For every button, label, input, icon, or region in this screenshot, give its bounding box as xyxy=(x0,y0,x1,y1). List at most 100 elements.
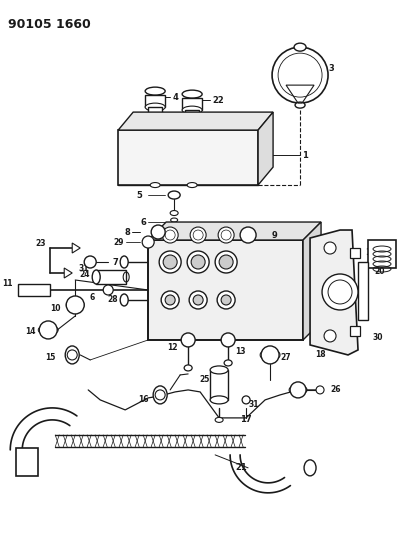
Text: 10: 10 xyxy=(50,304,60,313)
Bar xyxy=(96,270,126,284)
Bar xyxy=(358,262,368,320)
Ellipse shape xyxy=(182,90,202,98)
Circle shape xyxy=(290,382,306,398)
Ellipse shape xyxy=(170,211,178,215)
Text: 1: 1 xyxy=(302,151,308,159)
Circle shape xyxy=(215,251,237,273)
Ellipse shape xyxy=(187,183,197,188)
Text: 2: 2 xyxy=(320,257,326,266)
Text: 31: 31 xyxy=(78,264,89,273)
Bar xyxy=(350,326,360,336)
Ellipse shape xyxy=(185,123,199,129)
Circle shape xyxy=(181,333,195,347)
Ellipse shape xyxy=(182,106,202,114)
Text: 14: 14 xyxy=(25,327,35,336)
Polygon shape xyxy=(64,268,72,278)
Circle shape xyxy=(159,251,181,273)
Circle shape xyxy=(316,386,324,394)
Text: 11: 11 xyxy=(2,279,12,288)
Text: 6: 6 xyxy=(140,217,146,227)
Ellipse shape xyxy=(120,294,128,306)
Bar xyxy=(145,95,165,107)
Text: 19: 19 xyxy=(365,247,376,256)
Text: 8: 8 xyxy=(125,228,130,237)
Circle shape xyxy=(103,285,113,295)
Bar xyxy=(210,370,228,400)
Circle shape xyxy=(190,227,206,243)
Ellipse shape xyxy=(210,366,228,374)
Text: 9: 9 xyxy=(272,230,278,239)
Circle shape xyxy=(322,274,358,310)
Circle shape xyxy=(221,333,235,347)
Text: 17: 17 xyxy=(240,415,252,424)
Circle shape xyxy=(151,225,165,239)
Text: 29: 29 xyxy=(114,238,124,247)
Text: 13: 13 xyxy=(235,348,246,357)
Text: 28: 28 xyxy=(107,295,118,304)
Bar xyxy=(16,448,38,476)
Bar xyxy=(18,284,50,296)
Text: 24: 24 xyxy=(80,270,90,279)
Ellipse shape xyxy=(171,218,178,222)
Text: 18: 18 xyxy=(315,350,326,359)
Text: 20: 20 xyxy=(375,268,385,277)
Bar xyxy=(118,130,258,185)
Text: 25: 25 xyxy=(200,375,210,384)
Circle shape xyxy=(221,295,231,305)
Text: 23: 23 xyxy=(35,238,46,247)
Text: 21: 21 xyxy=(235,463,247,472)
Text: 5: 5 xyxy=(136,191,142,199)
Text: 4: 4 xyxy=(172,93,178,102)
Text: 6: 6 xyxy=(90,294,95,303)
Circle shape xyxy=(191,255,205,269)
Ellipse shape xyxy=(148,120,162,126)
Text: 15: 15 xyxy=(45,353,55,362)
Bar xyxy=(350,248,360,258)
Text: 30: 30 xyxy=(372,334,382,342)
Circle shape xyxy=(187,251,209,273)
Ellipse shape xyxy=(215,417,223,422)
Circle shape xyxy=(272,47,328,103)
Circle shape xyxy=(67,350,77,360)
Circle shape xyxy=(165,295,175,305)
Polygon shape xyxy=(148,222,321,240)
Circle shape xyxy=(84,256,96,268)
Ellipse shape xyxy=(172,233,177,237)
Bar xyxy=(182,98,202,110)
Bar xyxy=(185,110,199,126)
Text: 27: 27 xyxy=(280,353,291,362)
Text: 16: 16 xyxy=(138,395,148,405)
Ellipse shape xyxy=(323,256,331,268)
Circle shape xyxy=(189,291,207,309)
Ellipse shape xyxy=(92,270,100,284)
Polygon shape xyxy=(258,112,273,185)
Ellipse shape xyxy=(224,360,232,366)
Text: 3: 3 xyxy=(328,63,334,72)
Ellipse shape xyxy=(65,346,79,364)
Circle shape xyxy=(142,236,154,248)
Polygon shape xyxy=(72,243,80,253)
Ellipse shape xyxy=(120,256,128,268)
Ellipse shape xyxy=(323,294,331,306)
Circle shape xyxy=(219,255,233,269)
Polygon shape xyxy=(303,222,321,340)
Text: 7: 7 xyxy=(113,257,118,266)
Ellipse shape xyxy=(150,183,160,188)
Text: 90105 1660: 90105 1660 xyxy=(8,18,91,31)
Text: 31: 31 xyxy=(248,400,259,409)
Circle shape xyxy=(217,291,235,309)
Ellipse shape xyxy=(184,365,192,371)
Ellipse shape xyxy=(294,43,306,51)
Circle shape xyxy=(324,330,336,342)
Text: 22: 22 xyxy=(212,95,224,104)
Circle shape xyxy=(162,227,178,243)
Circle shape xyxy=(324,242,336,254)
Ellipse shape xyxy=(210,396,228,404)
Ellipse shape xyxy=(304,460,316,476)
Polygon shape xyxy=(310,230,358,355)
Circle shape xyxy=(39,321,57,339)
Text: 26: 26 xyxy=(330,385,341,394)
Polygon shape xyxy=(118,112,273,130)
Bar xyxy=(148,107,162,123)
Circle shape xyxy=(155,390,165,400)
